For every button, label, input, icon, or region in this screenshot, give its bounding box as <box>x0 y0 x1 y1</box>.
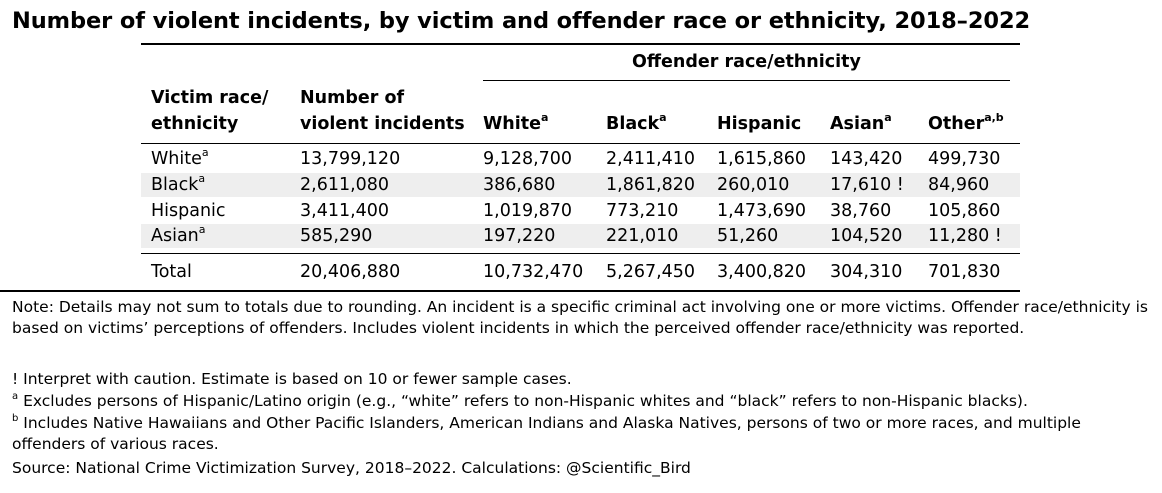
table-cell: 1,615,860 <box>717 149 807 169</box>
total-row-label: Total <box>151 262 192 282</box>
table-cell: 105,860 <box>928 201 1001 221</box>
total-cell: 5,267,450 <box>606 262 696 282</box>
table-row-victim: Blacka <box>151 172 206 195</box>
table-bottom-rule <box>0 290 1020 292</box>
table-cell: 260,010 <box>717 175 790 195</box>
table-cell: 2,611,080 <box>300 175 390 195</box>
col-header-other: Othera,b <box>928 111 1004 134</box>
table-cell: 13,799,120 <box>300 149 401 169</box>
col-header-black: Blacka <box>606 111 667 134</box>
table-cell: 51,260 <box>717 226 779 246</box>
col-header-hispanic: Hispanic <box>717 114 802 134</box>
total-cell: 701,830 <box>928 262 1001 282</box>
row-shade-black <box>141 173 1020 197</box>
table-cell: 11,280 ! <box>928 226 1002 246</box>
table-cell: 143,420 <box>830 149 903 169</box>
incidents-header-line1: Number of <box>300 88 405 108</box>
table-cell: 3,411,400 <box>300 201 390 221</box>
table-cell: 9,128,700 <box>483 149 573 169</box>
footnote-a: a Excludes persons of Hispanic/Latino or… <box>12 390 1028 410</box>
total-cell: 20,406,880 <box>300 262 401 282</box>
table-cell: 197,220 <box>483 226 556 246</box>
table-top-rule <box>141 43 1020 45</box>
total-cell: 304,310 <box>830 262 903 282</box>
table-cell: 585,290 <box>300 226 373 246</box>
caution-note: ! Interpret with caution. Estimate is ba… <box>12 370 572 388</box>
total-cell: 3,400,820 <box>717 262 807 282</box>
footnote-b: b Includes Native Hawaiians and Other Pa… <box>12 412 1081 453</box>
victim-header-line1: Victim race/ <box>151 88 269 108</box>
table-cell: 84,960 <box>928 175 990 195</box>
table-cell: 773,210 <box>606 201 679 221</box>
col-header-white: Whitea <box>483 111 549 134</box>
table-cell: 1,019,870 <box>483 201 573 221</box>
offender-group-header: Offender race/ethnicity <box>632 52 861 72</box>
table-row-victim: Hispanic <box>151 201 226 221</box>
table-cell: 2,411,410 <box>606 149 696 169</box>
total-cell: 10,732,470 <box>483 262 584 282</box>
row-shade-asian <box>141 224 1020 248</box>
incidents-header-line2: violent incidents <box>300 114 465 134</box>
table-cell: 386,680 <box>483 175 556 195</box>
source-note: Source: National Crime Victimization Sur… <box>12 459 691 477</box>
header-bottom-rule <box>141 143 1020 144</box>
table-row-victim: Asiana <box>151 223 206 246</box>
page-title: Number of violent incidents, by victim a… <box>12 8 1031 34</box>
table-cell: 221,010 <box>606 226 679 246</box>
table-cell: 1,473,690 <box>717 201 807 221</box>
table-cell: 104,520 <box>830 226 903 246</box>
total-top-rule <box>141 253 1020 254</box>
col-header-asian: Asiana <box>830 111 892 134</box>
table-row-victim: Whitea <box>151 146 209 169</box>
table-cell: 38,760 <box>830 201 892 221</box>
victim-header-line2: ethnicity <box>151 114 239 134</box>
table-cell: 1,861,820 <box>606 175 696 195</box>
group-underline <box>483 80 1010 81</box>
table-cell: 17,610 ! <box>830 175 904 195</box>
note-text: Note: Details may not sum to totals due … <box>12 298 1148 337</box>
table-cell: 499,730 <box>928 149 1001 169</box>
